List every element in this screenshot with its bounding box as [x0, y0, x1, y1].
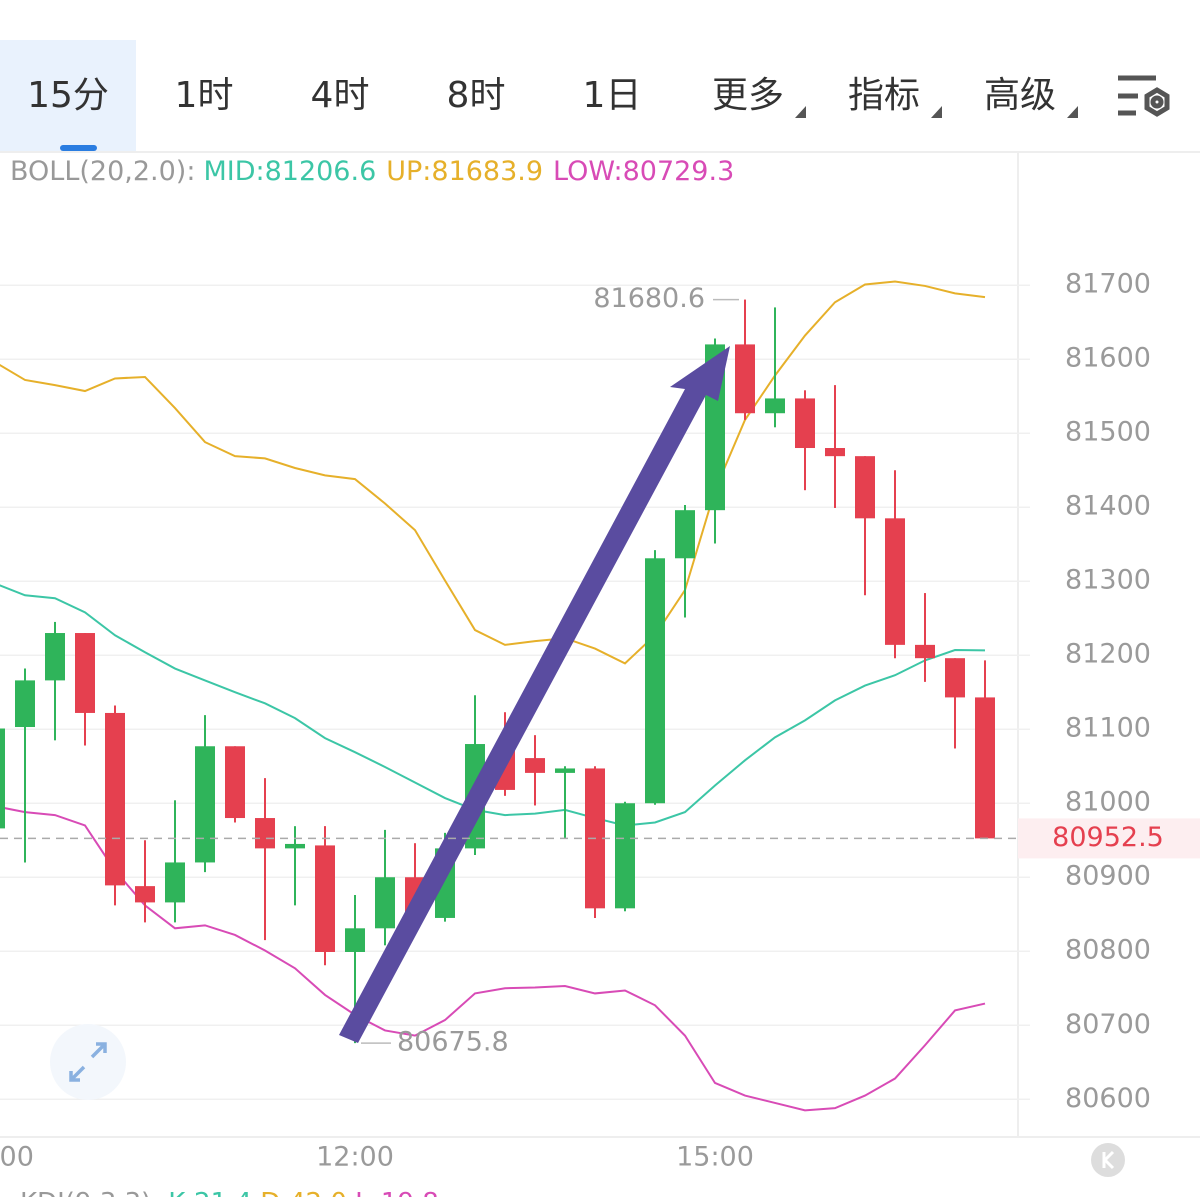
candle-body: [375, 877, 395, 929]
y-tick-label: 80600: [1065, 1083, 1151, 1114]
timeframe-tab[interactable]: 1时: [175, 75, 234, 116]
candle-body: [345, 928, 365, 952]
kdj-j: J:-19.8: [353, 1188, 439, 1197]
y-tick-label: 81600: [1065, 343, 1151, 374]
timeframe-tab[interactable]: 更多: [712, 75, 784, 116]
boll-line: [0, 280, 986, 665]
kdj-d: D:42.0: [260, 1188, 347, 1197]
candle-body: [45, 633, 65, 681]
y-tick-label: 81200: [1065, 639, 1151, 670]
candle-body: [825, 448, 845, 457]
candle-body: [765, 398, 785, 414]
candle-body: [195, 746, 215, 863]
timeframe-tab[interactable]: 高级: [984, 75, 1056, 116]
candle-body: [0, 728, 5, 829]
boll-legend: BOLL(20,2.0): MID:81206.6 UP:81683.9 LOW:80…: [10, 156, 734, 187]
kdj-name: KDJ(9,3,3):: [20, 1188, 160, 1197]
candle-body: [555, 768, 575, 773]
timeframe-tab[interactable]: 1日: [583, 75, 642, 116]
candle-body: [885, 518, 905, 645]
candle-body: [75, 633, 95, 713]
candle-body: [285, 843, 305, 849]
y-tick-label: 81400: [1065, 491, 1151, 522]
trend-arrow: [339, 346, 730, 1043]
active-tab-bg: [0, 40, 136, 152]
indicator-name: BOLL(20,2.0):: [10, 156, 195, 187]
timeframe-tab[interactable]: 指标: [848, 75, 920, 116]
candle-body: [225, 746, 245, 819]
y-tick-label: 81100: [1065, 713, 1151, 744]
x-tick-label: 15:00: [676, 1142, 754, 1173]
scroll-latest-icon: [1102, 1150, 1115, 1170]
last-price-box: [1018, 818, 1200, 859]
legend-name: MID:: [203, 156, 264, 187]
candle-body: [795, 398, 815, 449]
y-tick-label: 81300: [1065, 565, 1151, 596]
dropdown-carets: [795, 106, 1078, 118]
kdj-legend: KDJ(9,3,3): K:21.4 D:42.0 J:-19.8: [20, 1188, 439, 1197]
min-label: 80675.8: [397, 1027, 509, 1058]
y-tick-label: 80800: [1065, 935, 1151, 966]
candle-body: [315, 845, 335, 952]
candle-body: [975, 697, 995, 839]
y-tick-label: 80900: [1065, 861, 1151, 892]
scroll-latest-button[interactable]: [1091, 1143, 1125, 1177]
kdj-k: K:21.4: [168, 1188, 252, 1197]
candle-body: [735, 344, 755, 414]
boll-line: [0, 584, 986, 827]
candle-body: [15, 680, 35, 728]
legend-value: 81206.6: [265, 156, 377, 187]
candle-body: [675, 510, 695, 559]
timeframe-tab[interactable]: 15分: [27, 75, 109, 116]
last-price-label: 80952.5: [1052, 822, 1164, 853]
expand-button[interactable]: [50, 1024, 126, 1100]
candle-body: [945, 658, 965, 698]
candle-body: [105, 712, 125, 886]
max-label: 81680.6: [593, 283, 705, 314]
legend-name: LOW:: [553, 156, 623, 187]
legend-value: 80729.3: [623, 156, 735, 187]
candle-body: [855, 456, 875, 519]
expand-icon: [69, 1042, 107, 1082]
legend-name: UP:: [386, 156, 431, 187]
y-tick-label: 81500: [1065, 417, 1151, 448]
active-tab-indicator: [60, 145, 97, 151]
candle-body: [615, 803, 635, 909]
x-tick-label: 09:00: [0, 1142, 34, 1173]
candle-body: [525, 758, 545, 773]
candle-body: [135, 886, 155, 903]
candle-body: [915, 644, 935, 659]
timeframe-tab[interactable]: 8时: [447, 75, 506, 116]
candle-body: [255, 818, 275, 849]
x-tick-label: 12:00: [316, 1142, 394, 1173]
y-tick-label: 81700: [1065, 269, 1151, 300]
boll-line: [0, 806, 986, 1112]
timeframe-tab[interactable]: 4时: [311, 75, 370, 116]
legend-value: 81683.9: [431, 156, 543, 187]
candle-body: [645, 558, 665, 804]
settings-icon[interactable]: [1118, 75, 1170, 117]
candle-body: [165, 862, 185, 903]
y-tick-label: 80700: [1065, 1009, 1151, 1040]
y-tick-label: 81000: [1065, 787, 1151, 818]
